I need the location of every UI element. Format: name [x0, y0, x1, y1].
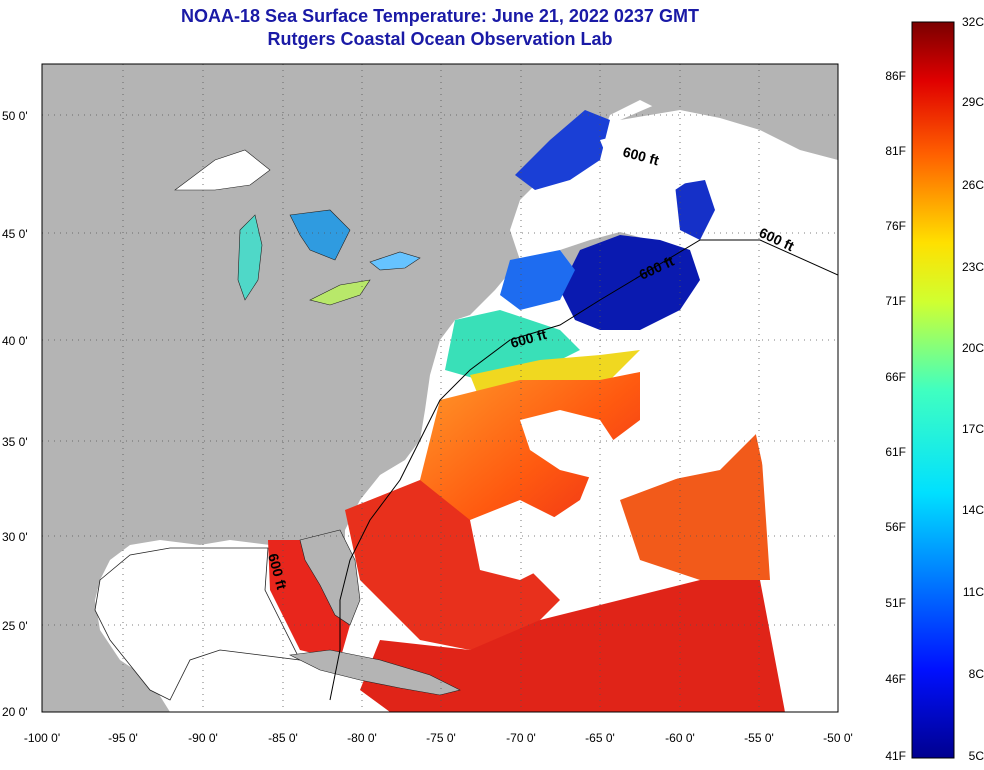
- sst-warm-atlantic-east: [620, 430, 770, 580]
- contour-600ft: [329, 239, 838, 701]
- sst-cold-gulf-stlawrence: [515, 110, 610, 190]
- lat-label: 25 0': [2, 619, 28, 633]
- colorbar-f-label: 46F: [885, 672, 906, 686]
- sst-cold-blue: [500, 250, 575, 310]
- colorbar-c-label: 29C: [962, 95, 984, 109]
- lake-ontario: [369, 251, 421, 271]
- colorbar-f-label: 61F: [885, 445, 906, 459]
- land-north-america: [42, 64, 750, 712]
- lon-label: -100 0': [24, 731, 60, 745]
- colorbar-c-label: 5C: [969, 749, 984, 763]
- lake-erie: [309, 279, 371, 306]
- colorbar-c-label: 11C: [963, 585, 984, 599]
- colorbar-c-label: 26C: [962, 178, 984, 192]
- lat-label: 45 0': [2, 227, 28, 241]
- cloud-mask-south: [470, 500, 560, 580]
- land-cuba: [288, 649, 461, 696]
- colorbar-f-label: 76F: [885, 219, 906, 233]
- cloud-mask-east: [640, 330, 760, 480]
- sst-warm-florida-west: [268, 540, 350, 660]
- lake-michigan: [237, 214, 263, 301]
- lake-huron: [289, 209, 351, 261]
- colorbar-f-label: 81F: [885, 144, 906, 158]
- land-maritimes: [620, 64, 838, 160]
- lat-label: 30 0': [2, 530, 28, 544]
- great-lakes: [174, 149, 271, 191]
- gulf-of-mexico: [94, 547, 301, 701]
- lon-label: -60 0': [665, 731, 695, 745]
- colorbar: [911, 21, 955, 759]
- lat-label: 20 0': [2, 705, 28, 719]
- colorbar-c-label: 32C: [962, 15, 984, 29]
- lon-label: -65 0': [585, 731, 615, 745]
- colorbar-f-label: 86F: [885, 69, 906, 83]
- grid: [42, 64, 838, 712]
- colorbar-c-label: 17C: [962, 422, 984, 436]
- lon-label: -80 0': [347, 731, 377, 745]
- lat-label: 50 0': [2, 109, 28, 123]
- cloud-mask-atlantic: [520, 410, 620, 480]
- lon-label: -85 0': [268, 731, 298, 745]
- land-florida: [299, 529, 361, 626]
- colorbar-f-label: 56F: [885, 520, 906, 534]
- colorbar-c-label: 14C: [962, 503, 984, 517]
- lon-label: -75 0': [426, 731, 456, 745]
- map-border: [41, 63, 839, 713]
- lat-label: 35 0': [2, 435, 28, 449]
- lon-label: -55 0': [744, 731, 774, 745]
- sst-gulf-stream: [420, 370, 650, 560]
- map-title: NOAA-18 Sea Surface Temperature: June 21…: [181, 6, 699, 26]
- lon-label: -50 0': [823, 731, 853, 745]
- colorbar-c-label: 8C: [969, 667, 984, 681]
- colorbar-c-label: 23C: [962, 260, 984, 274]
- lon-label: -90 0': [188, 731, 218, 745]
- colorbar-f-label: 71F: [885, 294, 906, 308]
- lon-label: -95 0': [108, 731, 138, 745]
- colorbar-f-label: 66F: [885, 370, 906, 384]
- map-subtitle: Rutgers Coastal Ocean Observation Lab: [267, 29, 613, 49]
- colorbar-f-label: 41F: [885, 749, 906, 763]
- sst-cold-grand-banks: [675, 180, 715, 240]
- lat-label: 40 0': [2, 334, 28, 348]
- lon-label: -70 0': [506, 731, 536, 745]
- cloud-mask-north: [600, 130, 690, 200]
- sst-warm-caribbean: [360, 580, 785, 712]
- sst-warm-southeast: [345, 480, 560, 650]
- colorbar-c-label: 20C: [962, 341, 984, 355]
- colorbar-f-label: 51F: [885, 596, 906, 610]
- outside-swath: [750, 250, 838, 712]
